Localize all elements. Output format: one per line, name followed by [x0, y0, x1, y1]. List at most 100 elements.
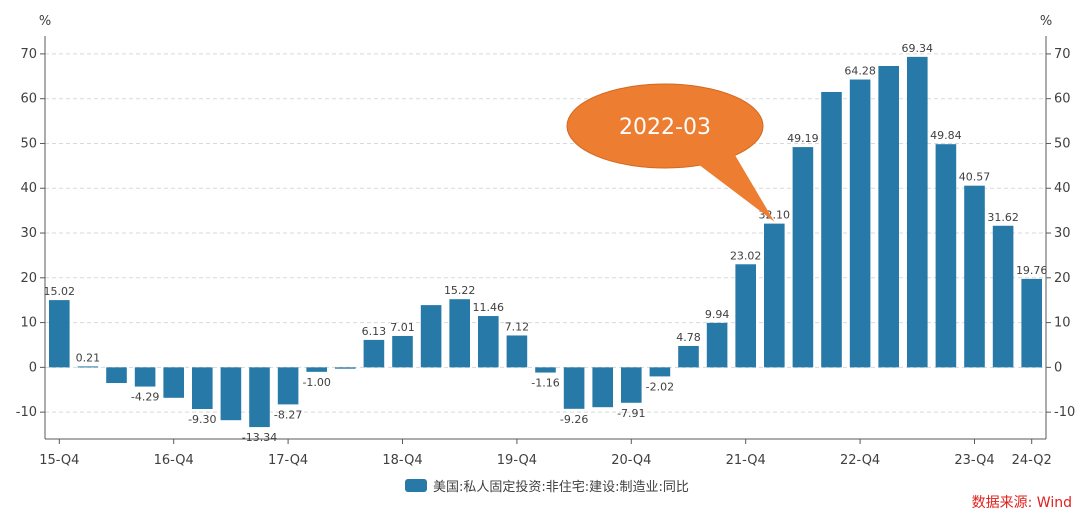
legend-label: 美国:私人固定投资:非住宅:建设:制造业:同比: [433, 480, 689, 495]
y-tick-label-right: 10: [1054, 316, 1071, 331]
y-tick-label-right: 0: [1054, 360, 1062, 375]
x-tick-label: 24-Q2: [1012, 453, 1052, 468]
data-label: 15.02: [44, 285, 76, 298]
data-label: 4.78: [676, 331, 701, 344]
data-label: 23.02: [730, 249, 762, 262]
bar: [649, 367, 671, 377]
bar: [706, 322, 728, 368]
bar: [106, 367, 127, 384]
y-tick-label-right: 70: [1054, 47, 1071, 62]
x-tick-label: 21-Q4: [726, 453, 766, 468]
left-axis-unit: %: [39, 14, 51, 29]
bar: [277, 367, 299, 405]
y-tick-label-left: 20: [20, 271, 37, 286]
data-label: 7.12: [505, 320, 530, 333]
bar: [392, 335, 413, 368]
axes: [40, 36, 1051, 440]
legend: 美国:私人固定投资:非住宅:建设:制造业:同比: [405, 476, 689, 495]
data-label: -4.29: [131, 391, 159, 404]
bar: [478, 316, 499, 368]
y-tick-label-left: 30: [20, 226, 37, 241]
bar: [220, 367, 242, 421]
data-label: 7.01: [390, 321, 415, 334]
data-label: 64.28: [844, 65, 876, 78]
bar: [735, 264, 756, 368]
data-label: 11.46: [473, 301, 505, 314]
y-tick-label-left: 60: [20, 92, 37, 107]
data-label: 9.94: [705, 308, 730, 321]
bar: [592, 367, 613, 408]
y-tick-label-left: 50: [20, 136, 37, 151]
data-label: 49.84: [930, 129, 962, 142]
data-label: 69.34: [902, 42, 934, 55]
x-tick-label: 16-Q4: [154, 453, 194, 468]
callout-pointer: [690, 150, 775, 222]
bar: [992, 225, 1014, 368]
bar: [621, 367, 642, 403]
data-label: -1.16: [531, 377, 559, 390]
bar: [678, 345, 699, 368]
data-label: 49.19: [787, 132, 819, 145]
y-tick-label-left: -10: [16, 405, 37, 420]
x-axis-ticks: 15-Q4 16-Q4 17-Q4 18-Q4 19-Q4 20-Q4 21-Q4 22-Q4…: [39, 439, 1052, 468]
y-tick-label-right: 30: [1054, 226, 1071, 241]
bar: [192, 367, 213, 409]
y-tick-label-right: 40: [1054, 181, 1071, 196]
bar: [935, 144, 957, 368]
data-label: -1.00: [302, 376, 330, 389]
data-label: 15.22: [444, 284, 476, 297]
y-tick-label-left: 70: [20, 47, 37, 62]
x-tick-label: 15-Q4: [39, 453, 79, 468]
date-callout: 2022-03: [566, 83, 775, 222]
y-tick-label-right: 50: [1054, 136, 1071, 151]
x-tick-label: 19-Q4: [497, 453, 537, 468]
bar: [506, 335, 528, 368]
y-tick-label-right: 20: [1054, 271, 1071, 286]
bar: [1021, 278, 1042, 368]
y-tick-label-right: -10: [1054, 405, 1075, 420]
bar: [849, 79, 871, 368]
data-label: -8.27: [274, 408, 302, 421]
data-label: -9.30: [188, 413, 216, 426]
y-tick-label-right: 60: [1054, 92, 1071, 107]
data-label: 19.76: [1016, 264, 1048, 277]
bar: [77, 366, 99, 368]
x-tick-label: 17-Q4: [268, 453, 308, 468]
data-label: -13.34: [242, 431, 277, 444]
bar: [163, 367, 184, 398]
bar: [964, 185, 985, 368]
bar: [363, 339, 385, 368]
x-tick-label: 23-Q4: [954, 453, 994, 468]
y-tick-label-left: 0: [29, 360, 37, 375]
bar: [563, 367, 585, 409]
bar: [907, 56, 928, 368]
y-tick-label-left: 10: [20, 316, 37, 331]
bar: [535, 367, 556, 373]
data-label: 0.21: [76, 351, 101, 364]
data-label: 31.62: [987, 211, 1019, 224]
data-label: -9.26: [560, 413, 588, 426]
y-tick-label-left: 40: [20, 181, 37, 196]
y-axis-ticks: -10 -10 0 0 10 10 20 20 30 30 40 40 50 50 60 60 70 70: [16, 47, 1075, 420]
data-label: -7.91: [617, 407, 645, 420]
x-tick-label: 18-Q4: [382, 453, 422, 468]
bar: [792, 147, 814, 368]
bar: [49, 300, 70, 368]
bar: [420, 305, 442, 368]
callout-text: 2022-03: [619, 115, 711, 140]
right-axis-unit: %: [1040, 14, 1052, 29]
data-label: 6.13: [362, 325, 387, 338]
bar: [335, 367, 356, 369]
source-note: 数据来源: Wind: [971, 495, 1072, 511]
bar: [449, 299, 470, 368]
bar: [306, 367, 327, 372]
legend-swatch: [405, 479, 427, 492]
bar: [134, 367, 156, 387]
bar-series: [49, 56, 1042, 428]
x-tick-label: 20-Q4: [611, 453, 651, 468]
bar: [878, 66, 899, 368]
data-labels: 15.020.21-4.29-9.30-13.34-8.27-1.006.13 7…: [44, 42, 1048, 444]
bar: [249, 367, 270, 428]
data-label: 40.57: [959, 171, 991, 184]
